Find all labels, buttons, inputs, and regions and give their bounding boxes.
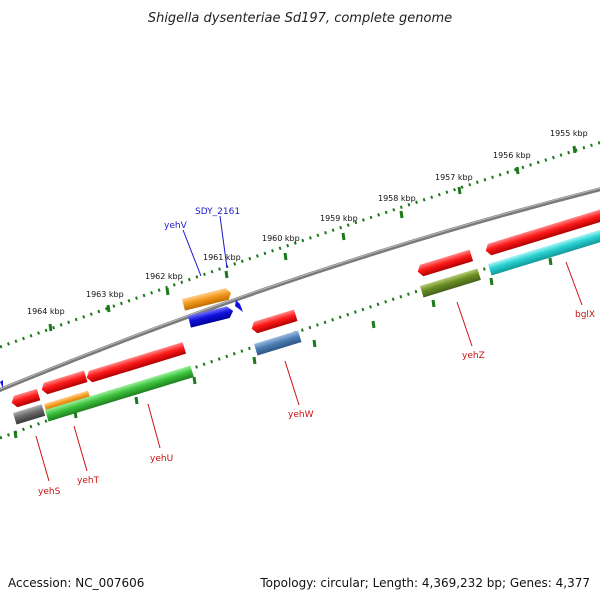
gene-label-yehW: yehW — [288, 410, 314, 420]
bottom-leader-lines — [35, 261, 583, 482]
edge-mark — [0, 380, 3, 388]
kbp-label: 1955 kbp — [550, 129, 588, 138]
gene-label-yehS: yehS — [38, 487, 61, 497]
leader-line-SDY_2161 — [219, 215, 228, 269]
upper-major-ticks — [48, 145, 577, 332]
gene-yehZ[interactable] — [420, 268, 481, 298]
gene-forward-red-1[interactable] — [10, 388, 41, 409]
map-title: Shigella dysenteriae Sd197, complete gen… — [148, 11, 452, 26]
gene-forward-red-4[interactable] — [250, 309, 298, 335]
kbp-label: 1962 kbp — [145, 272, 183, 281]
kbp-label: 1958 kbp — [378, 194, 416, 203]
kbp-label: 1960 kbp — [262, 234, 300, 243]
genome-summary-text: Topology: circular; Length: 4,369,232 bp… — [260, 576, 590, 590]
gene-yehS[interactable] — [13, 404, 46, 425]
kbp-label: 1957 kbp — [435, 173, 473, 182]
gene-label-yehZ: yehZ — [462, 351, 485, 361]
gene-label-yehV: yehV — [164, 221, 188, 231]
gene-forward-red-6[interactable] — [484, 208, 600, 256]
gene-label-SDY_2161: SDY_2161 — [195, 207, 240, 217]
gene-SDY_2161[interactable] — [188, 305, 235, 328]
kbp-label: 1964 kbp — [27, 307, 65, 316]
gene-forward-red-5[interactable] — [416, 249, 474, 278]
gene-forward-red-2[interactable] — [40, 370, 88, 396]
gene-yehU[interactable] — [45, 365, 194, 422]
gene-label-bglX: bglX — [575, 310, 595, 320]
kbp-label: 1961 kbp — [203, 253, 241, 262]
genome-backbone — [0, 187, 600, 393]
gene-label-yehT: yehT — [77, 476, 100, 486]
kbp-label: 1956 kbp — [493, 151, 531, 160]
gene-yehT[interactable] — [44, 390, 91, 412]
gene-yehV[interactable] — [182, 287, 232, 311]
kbp-label: 1963 kbp — [86, 290, 124, 299]
gene-label-yehU: yehU — [150, 454, 173, 464]
accession-text: Accession: NC_007606 — [8, 576, 145, 590]
gene-forward-red-3[interactable] — [85, 342, 187, 383]
gene-yehW[interactable] — [254, 330, 302, 356]
kbp-label: 1959 kbp — [320, 214, 358, 223]
gene-bglX[interactable] — [488, 227, 600, 276]
leader-line-yehV — [182, 229, 202, 277]
gene-small-blue-arrow[interactable] — [235, 300, 243, 312]
genome-backbone-highlight — [0, 187, 600, 390]
